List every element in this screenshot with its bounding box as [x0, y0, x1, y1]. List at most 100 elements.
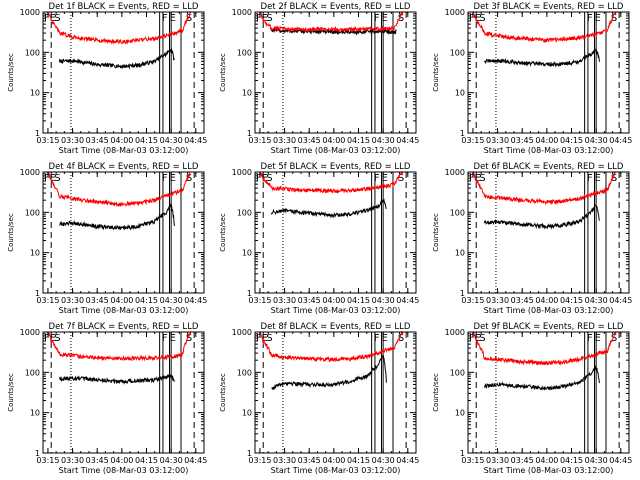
x-tick-label: 03:15	[36, 136, 59, 145]
events-series-line	[59, 202, 175, 231]
x-tick-label: 04:30	[372, 296, 395, 305]
marker-label: F	[469, 13, 475, 24]
x-tick-label: 03:30	[61, 136, 84, 145]
marker-label: S	[266, 13, 272, 24]
lld-series-line	[259, 171, 404, 194]
x-tick-label: 04:00	[535, 136, 558, 145]
x-tick-label: 04:30	[160, 296, 183, 305]
x-tick-label: 04:45	[184, 136, 207, 145]
events-series-line	[58, 48, 175, 70]
marker-label: F	[469, 333, 475, 344]
x-tick-label: 04:45	[609, 136, 632, 145]
x-tick-label: 04:00	[535, 456, 558, 465]
y-tick-label: 100	[450, 48, 465, 57]
marker-label: S	[479, 333, 485, 344]
marker-label: E	[475, 173, 481, 184]
events-series-line	[483, 48, 600, 68]
marker-label: S	[398, 13, 404, 24]
marker-label: F	[162, 333, 168, 344]
panel-title: Det 5f BLACK = Events, RED = LLD	[261, 162, 411, 172]
y-axis-label: Counts/sec	[432, 373, 440, 412]
panel-title: Det 2f BLACK = Events, RED = LLD	[261, 2, 411, 12]
x-tick-label: 04:15	[135, 136, 158, 145]
x-tick-label: 03:15	[36, 296, 59, 305]
y-tick-label: 100	[25, 208, 40, 217]
y-tick-label: 100	[450, 208, 465, 217]
marker-label: F	[587, 13, 593, 24]
x-tick-label: 04:15	[560, 456, 583, 465]
x-tick-label: 03:45	[86, 456, 109, 465]
x-tick-label: 04:45	[396, 456, 419, 465]
plot-frame	[254, 171, 417, 294]
y-axis-label: Counts/sec	[432, 213, 440, 252]
x-tick-label: 04:30	[585, 456, 608, 465]
marker-label: E	[382, 333, 388, 344]
y-tick-label: 1	[247, 449, 252, 458]
marker-label: F	[374, 173, 380, 184]
x-tick-label: 03:45	[86, 136, 109, 145]
marker-label: F	[374, 13, 380, 24]
x-tick-label: 04:15	[347, 296, 370, 305]
x-axis-label: Start Time (08-Mar-03 03:12:00)	[484, 306, 614, 315]
y-tick-label: 1	[247, 129, 252, 138]
x-tick-label: 03:30	[486, 296, 509, 305]
marker-label: F	[256, 173, 262, 184]
y-axis-label: Counts/sec	[7, 213, 15, 252]
marker-label: S	[398, 333, 404, 344]
y-tick-label: 1000	[232, 8, 252, 17]
marker-label: F	[44, 333, 50, 344]
x-tick-label: 03:15	[461, 456, 484, 465]
x-tick-label: 03:15	[36, 456, 59, 465]
marker-label: S	[54, 333, 60, 344]
y-tick-label: 10	[455, 409, 465, 418]
events-series-line	[270, 198, 387, 219]
marker-label: E	[50, 13, 56, 24]
x-tick-label: 03:45	[86, 296, 109, 305]
y-tick-label: 10	[242, 249, 252, 258]
y-tick-label: 100	[237, 368, 252, 377]
plot-frame	[467, 171, 630, 294]
x-tick-label: 04:00	[110, 136, 133, 145]
y-tick-label: 10	[30, 89, 40, 98]
x-tick-label: 03:15	[248, 296, 271, 305]
y-tick-label: 1	[35, 289, 40, 298]
marker-label: E	[475, 13, 481, 24]
plot-frame	[254, 331, 417, 454]
panel-title: Det 3f BLACK = Events, RED = LLD	[474, 2, 624, 12]
lld-series-line	[259, 11, 404, 34]
marker-label: S	[611, 173, 617, 184]
marker-label: E	[262, 333, 268, 344]
y-tick-label: 100	[25, 48, 40, 57]
x-tick-label: 04:15	[560, 136, 583, 145]
x-axis-label: Start Time (08-Mar-03 03:12:00)	[484, 466, 614, 475]
x-tick-label: 04:45	[609, 456, 632, 465]
panel-title: Det 8f BLACK = Events, RED = LLD	[261, 322, 411, 332]
x-tick-label: 03:30	[486, 456, 509, 465]
marker-label: E	[475, 333, 481, 344]
events-series-line	[270, 27, 397, 36]
x-tick-label: 03:15	[461, 296, 484, 305]
marker-label: E	[595, 173, 601, 184]
y-tick-label: 1000	[20, 328, 40, 337]
y-tick-label: 1000	[20, 8, 40, 17]
panel-title: Det 4f BLACK = Events, RED = LLD	[49, 162, 199, 172]
x-tick-label: 04:00	[322, 136, 345, 145]
y-tick-label: 1	[247, 289, 252, 298]
marker-label: F	[587, 333, 593, 344]
x-tick-label: 03:15	[248, 456, 271, 465]
x-axis-label: Start Time (08-Mar-03 03:12:00)	[484, 146, 614, 155]
marker-label: S	[54, 13, 60, 24]
y-tick-label: 100	[237, 208, 252, 217]
y-tick-label: 10	[30, 249, 40, 258]
plot-frame	[42, 171, 205, 294]
x-tick-label: 03:45	[298, 456, 321, 465]
marker-label: F	[469, 173, 475, 184]
events-series-line	[483, 204, 600, 230]
plot-frame	[254, 11, 417, 134]
marker-label: F	[162, 173, 168, 184]
marker-label: F	[44, 13, 50, 24]
